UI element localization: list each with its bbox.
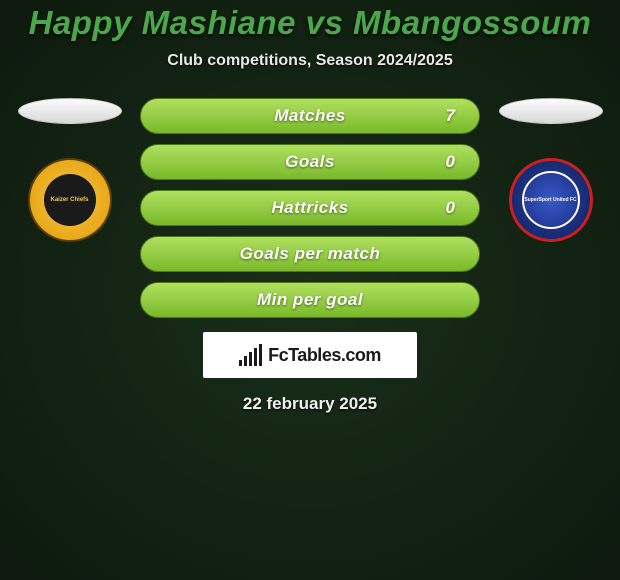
stat-label: Matches [274, 106, 346, 126]
page-title: Happy Mashiane vs Mbangossoum [0, 4, 620, 42]
stat-value: 7 [446, 106, 479, 126]
stat-row-gpm: Goals per match [140, 236, 480, 272]
date-label: 22 february 2025 [0, 394, 620, 414]
right-club-label: SuperSport United FC [524, 197, 576, 203]
stat-row-matches: Matches 7 [140, 98, 480, 134]
left-club-label: Kaizer Chiefs [50, 197, 88, 204]
stat-value: 0 [446, 152, 479, 172]
stat-label: Goals [285, 152, 335, 172]
right-player-col: SuperSport United FC [498, 98, 603, 242]
stat-row-mpg: Min per goal [140, 282, 480, 318]
stats-column: Matches 7 Goals 0 Hattricks 0 Goals per … [140, 98, 480, 318]
comparison-row: Kaizer Chiefs Matches 7 Goals 0 Hattrick… [0, 98, 620, 318]
stat-label: Hattricks [271, 198, 348, 218]
stat-value: 0 [446, 198, 479, 218]
brand-bars-icon [239, 344, 262, 366]
comparison-card: Happy Mashiane vs Mbangossoum Club compe… [0, 0, 620, 414]
left-player-avatar [18, 98, 122, 124]
brand-watermark: FcTables.com [203, 332, 417, 378]
stat-label: Goals per match [240, 244, 381, 264]
stat-label: Min per goal [257, 290, 363, 310]
stat-row-goals: Goals 0 [140, 144, 480, 180]
page-subtitle: Club competitions, Season 2024/2025 [0, 52, 620, 70]
stat-row-hattricks: Hattricks 0 [140, 190, 480, 226]
left-club-badge: Kaizer Chiefs [28, 158, 112, 242]
brand-name: FcTables.com [268, 345, 381, 366]
right-club-badge: SuperSport United FC [509, 158, 593, 242]
right-player-avatar [499, 98, 603, 124]
left-player-col: Kaizer Chiefs [17, 98, 122, 242]
